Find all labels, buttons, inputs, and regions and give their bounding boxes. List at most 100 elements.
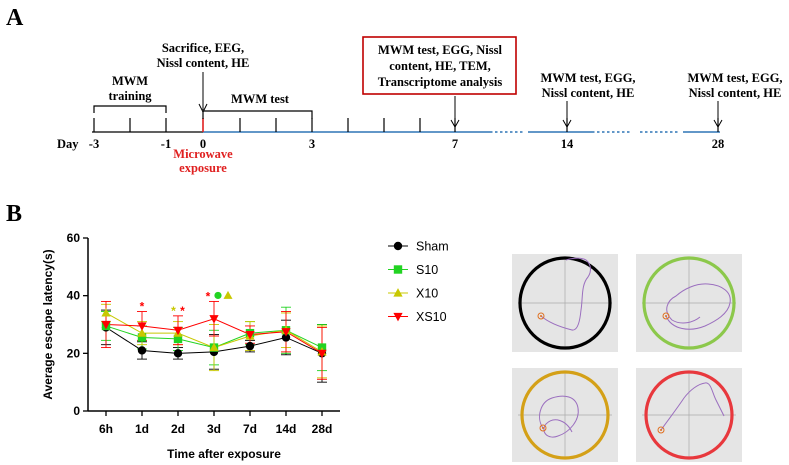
pool-ring bbox=[642, 256, 736, 350]
day7-label: content, HE, TEM, bbox=[389, 59, 491, 73]
microwave-label: exposure bbox=[179, 161, 227, 175]
series-markers bbox=[101, 308, 327, 359]
legend-marker-xs10 bbox=[393, 312, 403, 322]
arrow-head bbox=[450, 119, 460, 129]
panel-b-label: B bbox=[6, 201, 22, 227]
pool-ring bbox=[644, 370, 734, 460]
legend-label-sham: Sham bbox=[416, 240, 449, 254]
sacrifice-annotation: Sacrifice, EEG, Nissl content, HE bbox=[157, 41, 250, 114]
day-tick-label: 7 bbox=[452, 137, 458, 151]
swim-path-x10 bbox=[512, 368, 618, 462]
day14-label: MWM test, EGG, bbox=[540, 71, 635, 85]
significance-marker-x10 bbox=[223, 290, 233, 299]
day28-annotation: MWM test, EGG, Nissl content, HE bbox=[687, 71, 783, 129]
data-point-sham bbox=[173, 349, 183, 358]
day7-label: Transcriptome analysis bbox=[378, 75, 503, 89]
significance-star: * bbox=[206, 289, 211, 303]
swim-path-sham bbox=[512, 254, 618, 352]
microwave-annotation: Microwave exposure bbox=[173, 147, 233, 175]
swim-path-s10 bbox=[636, 254, 742, 352]
data-point-sham bbox=[245, 341, 255, 351]
platform-marker bbox=[660, 429, 662, 431]
x-tick-label: 3d bbox=[207, 422, 221, 436]
data-point-x10 bbox=[101, 308, 111, 317]
y-tick-label: 0 bbox=[73, 404, 80, 418]
day14-annotation: MWM test, EGG, Nissl content, HE bbox=[540, 71, 636, 129]
data-point-x10 bbox=[137, 328, 147, 337]
platform-marker bbox=[542, 427, 544, 429]
legend-label-s10: S10 bbox=[416, 263, 438, 277]
day-tick-label: -1 bbox=[161, 137, 171, 151]
mwm-training-bracket: MWM training bbox=[93, 74, 167, 113]
arrow-head bbox=[562, 119, 572, 129]
platform-marker bbox=[665, 315, 667, 317]
swim-path-thumbnails bbox=[512, 254, 742, 462]
swim-path-xs10 bbox=[636, 368, 742, 462]
day-tick-label: -3 bbox=[89, 137, 99, 151]
chart-labels: 0 20 40 60 6h 1d 2d 3d 7d 14d 28d Time after exposu… bbox=[41, 231, 332, 461]
x-tick-label: 1d bbox=[135, 422, 149, 436]
legend-label-xs10: XS10 bbox=[416, 310, 447, 324]
significance-star: * bbox=[180, 304, 185, 318]
bracket-line bbox=[93, 105, 167, 113]
x-tick-label: 14d bbox=[276, 422, 297, 436]
arrow-head bbox=[198, 103, 208, 114]
data-point-xs10 bbox=[173, 326, 183, 336]
significance-star: * bbox=[140, 300, 145, 314]
significance-annotations: * * * * bbox=[140, 289, 233, 318]
y-tick-label: 40 bbox=[67, 289, 81, 303]
mwm-test-bracket: MWM test bbox=[202, 92, 313, 119]
y-tick-label: 60 bbox=[67, 231, 81, 245]
day28-label: Nissl content, HE bbox=[689, 86, 782, 100]
platform-marker bbox=[662, 312, 670, 320]
arrow-head bbox=[713, 119, 723, 129]
legend-marker-x10 bbox=[393, 288, 403, 297]
swim-path-trace bbox=[539, 395, 579, 438]
pool-ring bbox=[518, 256, 612, 350]
chart-axes bbox=[83, 237, 340, 416]
platform-marker bbox=[657, 426, 665, 434]
swim-path-trace bbox=[665, 283, 731, 330]
day-tick-label: 28 bbox=[712, 137, 725, 151]
significance-star: * bbox=[171, 304, 176, 318]
swim-path-trace bbox=[540, 257, 591, 331]
x-axis-label: Time after exposure bbox=[167, 447, 281, 461]
day7-annotation: MWM test, EGG, Nissl content, HE, TEM, T… bbox=[362, 36, 517, 129]
sacrifice-label: Nissl content, HE bbox=[157, 56, 250, 70]
mwm-training-label: training bbox=[108, 89, 152, 103]
platform-marker bbox=[540, 315, 542, 317]
sacrifice-label: Sacrifice, EEG, bbox=[162, 41, 244, 55]
legend-marker-sham bbox=[393, 241, 403, 251]
platform-marker bbox=[539, 424, 547, 432]
x-tick-label: 2d bbox=[171, 422, 185, 436]
day-tick-label: 14 bbox=[561, 137, 574, 151]
data-point-xs10 bbox=[137, 322, 147, 331]
pool-ring bbox=[520, 370, 610, 460]
data-point-xs10 bbox=[317, 349, 327, 359]
legend-label-x10: X10 bbox=[416, 287, 438, 301]
error-bars bbox=[101, 300, 327, 383]
data-point-xs10 bbox=[281, 328, 291, 337]
day-label: Day bbox=[57, 137, 79, 151]
mwm-training-label: MWM bbox=[112, 74, 148, 88]
x-tick-label: 6h bbox=[99, 422, 113, 436]
y-tick-label: 20 bbox=[67, 346, 81, 360]
x-tick-label: 28d bbox=[312, 422, 333, 436]
escape-latency-chart: * * * * 0 20 40 60 6h 1d 2d 3d 7d 14d 28d Time after e… bbox=[41, 231, 449, 461]
swim-path-trace bbox=[660, 382, 725, 431]
data-point-xs10 bbox=[101, 320, 111, 330]
data-point-x10 bbox=[209, 342, 219, 352]
timeline-ticks bbox=[93, 118, 719, 132]
data-point-xs10 bbox=[245, 331, 255, 340]
platform-marker bbox=[537, 312, 545, 320]
data-point-s10 bbox=[137, 333, 147, 342]
panel-a-label: A bbox=[6, 5, 24, 31]
day14-label: Nissl content, HE bbox=[542, 86, 635, 100]
timeline-tick-labels: Day -3 -1 0 3 7 14 28 bbox=[57, 137, 724, 151]
significance-marker-s10 bbox=[214, 291, 222, 300]
data-point-sham bbox=[281, 333, 291, 342]
day-tick-label: 3 bbox=[309, 137, 315, 151]
bracket-line bbox=[202, 110, 313, 119]
y-axis-label: Average escape latency(s) bbox=[41, 249, 55, 399]
